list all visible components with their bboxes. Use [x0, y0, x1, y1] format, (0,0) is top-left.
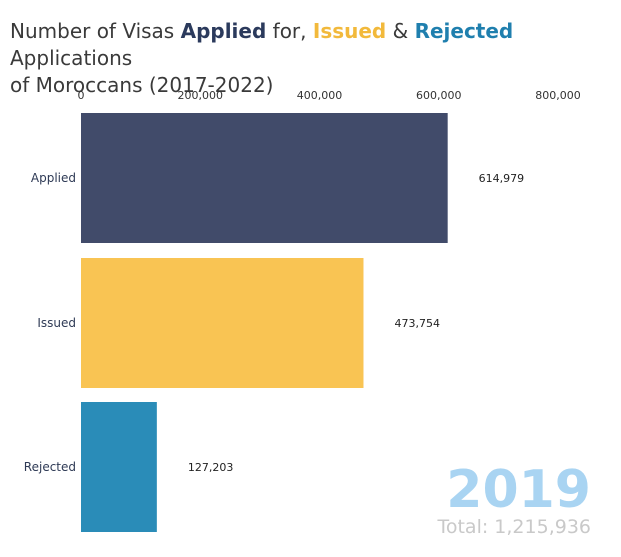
- x-tick-label: 800,000: [535, 89, 581, 102]
- bar-applied: [81, 113, 448, 243]
- value-label-rejected: 127,203: [188, 461, 234, 474]
- title-part-4: Applications: [10, 46, 133, 70]
- title-part-3: &: [386, 19, 415, 43]
- total-label: Total: 1,215,936: [437, 516, 591, 538]
- x-tick-label: 0: [78, 89, 85, 102]
- x-tick-label: 200,000: [178, 89, 224, 102]
- title-line-2: of Moroccans (2017-2022): [10, 73, 274, 97]
- year-label: 2019: [446, 460, 591, 520]
- value-label-applied: 614,979: [479, 172, 525, 185]
- x-tick-label: 600,000: [416, 89, 462, 102]
- title-part-2: for,: [266, 19, 313, 43]
- title-part-1: Number of Visas: [10, 19, 181, 43]
- value-label-issued: 473,754: [394, 317, 440, 330]
- bar-issued: [81, 258, 364, 388]
- category-label-applied: Applied: [31, 171, 76, 185]
- title-word-rejected: Rejected: [414, 19, 514, 43]
- x-tick-label: 400,000: [297, 89, 343, 102]
- category-label-issued: Issued: [37, 316, 76, 330]
- title-word-applied: Applied: [180, 19, 267, 43]
- bar-rejected: [81, 402, 157, 532]
- category-label-rejected: Rejected: [24, 460, 76, 474]
- chart-title: Number of Visas Applied for, Issued & Re…: [10, 18, 610, 99]
- title-word-issued: Issued: [312, 19, 387, 43]
